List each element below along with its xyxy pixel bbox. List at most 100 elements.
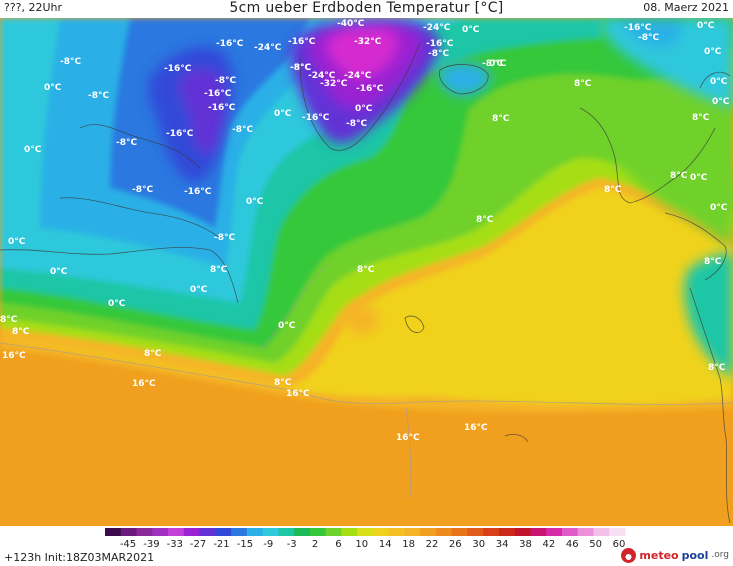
legend-swatch (420, 528, 437, 536)
isotherm-contours (0, 262, 733, 499)
temp-label: 0°C (704, 47, 722, 57)
temp-label: 8°C (210, 265, 228, 275)
temp-label: 8°C (574, 79, 592, 89)
legend-swatch (325, 528, 342, 536)
legend-swatch (120, 528, 138, 536)
zone-iceland (438, 62, 491, 96)
legend-tick-label: 14 (379, 539, 392, 550)
coast-island-a (404, 315, 425, 333)
legend-swatch (215, 528, 232, 536)
legend-swatch (341, 528, 358, 536)
temp-label: -32°C (320, 79, 348, 89)
temp-label: 0°C (690, 173, 708, 183)
temp-label: -24°C (308, 71, 336, 81)
legend-swatch (561, 528, 579, 536)
legend-swatch (231, 528, 248, 536)
temp-label: -16°C (288, 37, 316, 47)
legend-swatch (451, 528, 469, 536)
legend-tick-label: 38 (519, 539, 532, 550)
temp-label: 0°C (712, 97, 730, 107)
legend-swatch (136, 528, 153, 536)
temp-label: 8°C (357, 265, 375, 275)
temp-label: -24°C (344, 71, 372, 81)
temperature-field: -40°C -24°C 0°C -16°C -8°C 0°C -16°C -24… (0, 18, 733, 526)
temp-label: 8°C (708, 363, 726, 373)
temp-label: 8°C (476, 215, 494, 225)
temp-label: -8°C (346, 119, 367, 129)
temp-label: 0°C (274, 109, 292, 119)
coast-north-cape (699, 71, 731, 89)
zone-violet (179, 68, 226, 154)
coast-island-b (504, 434, 529, 443)
temp-label: -8°C (116, 138, 137, 148)
legend-tick-label: -45 (120, 539, 136, 550)
legend-bar (105, 528, 626, 536)
temp-label: 0°C (108, 299, 126, 309)
site-logo[interactable]: meteo pool .org (621, 546, 729, 564)
temp-label: 8°C (274, 378, 292, 388)
init-time: +123h Init:18Z03MAR2021 (4, 551, 155, 564)
temp-label: -16°C (184, 187, 212, 197)
legend-swatch (388, 528, 405, 536)
temp-label: -8°C (290, 63, 311, 73)
legend-swatch (105, 528, 122, 536)
coast-scandinavia (579, 107, 716, 204)
legend-swatch (498, 528, 516, 536)
temperature-map: -40°C -24°C 0°C -16°C -8°C 0°C -16°C -24… (0, 18, 733, 526)
temp-label: 8°C (492, 114, 510, 124)
temp-label: 16°C (2, 351, 26, 361)
temp-label: 0°C (190, 285, 208, 295)
temp-label: -8°C (132, 185, 153, 195)
temp-label: 8°C (692, 113, 710, 123)
legend-swatch (372, 528, 390, 536)
legend-swatch (168, 528, 185, 536)
temp-label: 0°C (710, 77, 728, 87)
temp-label: -8°C (88, 91, 109, 101)
temp-label: -16°C (426, 39, 454, 49)
legend-swatch (262, 528, 279, 536)
temp-label: 8°C (604, 185, 622, 195)
legend-tick-label: 26 (449, 539, 462, 550)
legend-tick-label: 30 (472, 539, 485, 550)
temp-label: 0°C (697, 21, 715, 31)
isotherm-16 (0, 342, 733, 405)
temp-label: 0°C (462, 25, 480, 35)
temp-label: -8°C (232, 125, 253, 135)
legend-tick-label: 34 (496, 539, 509, 550)
forecast-date: 08. Maerz 2021 (643, 1, 729, 14)
legend-tick-label: 2 (312, 539, 318, 550)
temp-label: 8°C (144, 349, 162, 359)
legend-tick-label: 42 (543, 539, 556, 550)
color-legend: -45 -39 -33 -27 -21 -15 -9 -3 2 6 10 14 18 22 26 30 34 38… (0, 526, 733, 566)
zone-northeast-cyan (600, 18, 733, 108)
temp-label: -8°C (214, 233, 235, 243)
legend-swatch (246, 528, 264, 536)
coast-iberia-africa (689, 287, 731, 524)
legend-tick-label: 18 (402, 539, 415, 550)
legend-swatch (152, 528, 169, 536)
temp-label: -8°C (60, 57, 81, 67)
legend-tick-label: -3 (287, 539, 297, 550)
legend-swatch (199, 528, 216, 536)
legend-swatch (357, 528, 374, 536)
temp-label: 8°C (0, 315, 18, 325)
temp-label: 8°C (670, 171, 688, 181)
temp-label: -16°C (166, 129, 194, 139)
coast-arctic-islands (79, 124, 201, 169)
temp-label: -24°C (254, 43, 282, 53)
temp-label: -16°C (216, 39, 244, 49)
legend-tick-label: -33 (167, 539, 183, 550)
coast-europe-north (664, 212, 727, 281)
coastlines (0, 42, 731, 524)
isotherm-16-b (405, 407, 412, 499)
zone-greenland-magenta (327, 28, 398, 79)
temp-label: 16°C (132, 379, 156, 389)
temp-label: -16°C (356, 84, 384, 94)
temp-label: 16°C (396, 433, 420, 443)
temp-label: 0°C (489, 59, 507, 69)
temp-label: -32°C (354, 37, 382, 47)
zone-europe-cyan (684, 253, 733, 378)
temp-label: 0°C (278, 321, 296, 331)
coast-greenland (299, 42, 421, 151)
temp-label: 0°C (50, 267, 68, 277)
